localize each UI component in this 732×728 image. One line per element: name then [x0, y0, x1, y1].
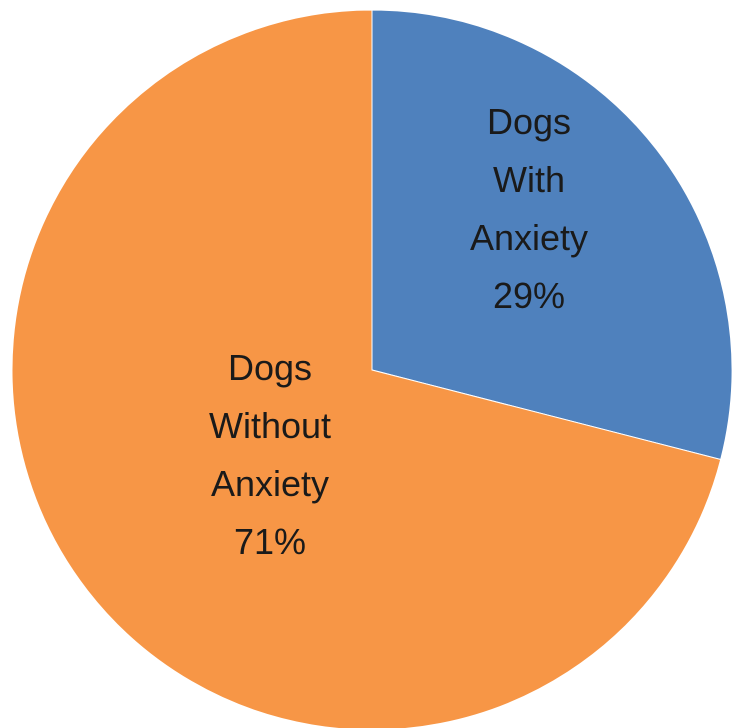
pie-label-line: Dogs — [487, 101, 571, 142]
pie-label-line: Dogs — [228, 347, 312, 388]
pie-slice-label-2: Dogs Without Anxiety 71% — [209, 347, 331, 562]
pie-label-line: Anxiety — [211, 463, 329, 504]
pie-label-line: Without — [209, 405, 331, 446]
pie-label-line: Anxiety — [470, 217, 588, 258]
pie-slices — [11, 9, 732, 728]
pie-label-line: 71% — [234, 521, 306, 562]
pie-label-line: 29% — [493, 275, 565, 316]
pie-labels: Dogs With Anxiety 29% Dogs Without Anxiety 71% — [209, 101, 588, 562]
pie-slice-2 — [11, 9, 722, 728]
pie-label-line: With — [493, 159, 565, 200]
pie-slice-label-1: Dogs With Anxiety 29% — [470, 101, 588, 316]
